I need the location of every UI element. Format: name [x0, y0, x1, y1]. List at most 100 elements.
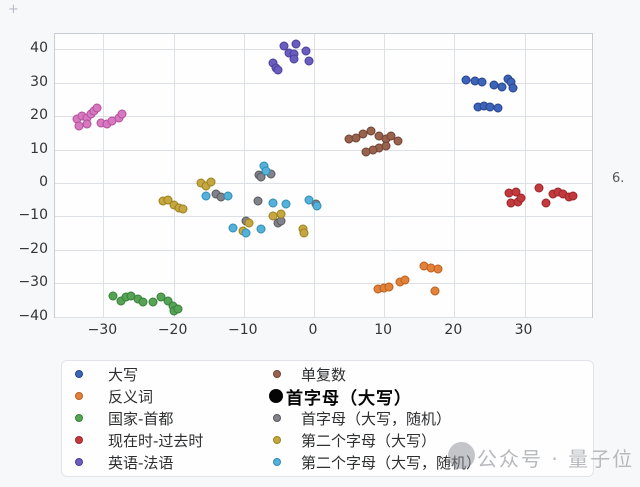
scatter-point-现在时-过去时 — [511, 187, 521, 197]
legend-item-首字母（大写，随机）: 首字母（大写，随机） — [273, 408, 451, 428]
scatter-point-第二个字母（大写） — [206, 177, 216, 187]
legend-label: 首字母（大写，随机） — [301, 409, 452, 428]
legend-box: 大写反义词国家-首都现在时-过去时 英语-法语 单复数首字母（大写） 首字母（大写，随… — [61, 360, 594, 477]
y-gridline — [55, 82, 592, 84]
legend-label: 单复数 — [301, 365, 347, 384]
x-tick-label: 10 — [374, 322, 393, 338]
scatter-point-第二个字母（大写，随机） — [223, 191, 233, 201]
legend-marker-icon — [75, 414, 83, 422]
scatter-point-单复数 — [381, 141, 391, 151]
legend-marker-icon — [273, 436, 281, 444]
legend-label: 大写 — [108, 365, 139, 384]
scatter-point-大写 — [477, 77, 487, 87]
legend-label: 首字母（大写） — [286, 388, 412, 409]
scatter-point-第二个字母（大写） — [244, 218, 254, 228]
scatter-point-国家-首都 — [173, 304, 183, 314]
y-tick-label: −20 — [18, 240, 48, 257]
scatter-point-国家-首都 — [108, 291, 118, 301]
x-gridline — [243, 34, 245, 317]
x-gridline — [103, 34, 105, 317]
legend-item-反义词: 反义词 — [75, 386, 153, 406]
y-tick-label: 30 — [30, 73, 48, 90]
scatter-point-大写 — [493, 103, 503, 113]
scatter-point-第二个字母（大写，随机） — [304, 195, 314, 205]
y-tick-label: 40 — [30, 40, 48, 57]
scatter-point-反义词 — [384, 282, 394, 292]
scatter-point-第二个字母（大写，随机） — [312, 201, 322, 211]
scatter-point-英语-法语 — [304, 56, 314, 66]
scatter-point-英语-法语 — [291, 39, 301, 49]
x-tick-label: −10 — [228, 322, 258, 338]
scatter-point-国家-首都 — [163, 296, 173, 306]
legend-marker-icon — [273, 370, 281, 378]
legend-label: 第二个字母（大写，随机） — [301, 453, 482, 472]
y-tick-label: 0 — [39, 174, 48, 190]
scatter-point-现在时-过去时 — [534, 183, 544, 193]
scatter-point-英语-法语 — [301, 46, 311, 56]
scatter-point-第二个字母（大写） — [299, 228, 309, 238]
y-gridline — [55, 116, 592, 118]
x-gridline — [524, 34, 526, 317]
y-gridline — [55, 183, 592, 184]
x-gridline — [454, 34, 456, 317]
scatter-point-单复数 — [366, 126, 376, 136]
scatter-point-第二个字母（大写，随机） — [256, 224, 266, 234]
scatter-point-英语-法语 — [279, 41, 289, 51]
legend-marker-icon — [273, 414, 281, 422]
legend-item-大写: 大写 — [75, 364, 138, 384]
legend-marker-icon — [75, 436, 83, 444]
scatter-point-第二个字母（大写，随机） — [261, 166, 271, 176]
legend-item-国家-首都: 国家-首都 — [75, 408, 173, 428]
y-tick-label: −40 — [18, 307, 48, 324]
legend-item-单复数: 单复数 — [273, 364, 346, 384]
legend-label: 国家-首都 — [108, 409, 174, 428]
scatter-point-反义词 — [433, 264, 443, 274]
legend-highlight-bullet-icon — [269, 389, 283, 403]
scatter-point-大写 — [497, 82, 507, 92]
scatter-point-首字母（大写） — [82, 119, 92, 129]
y-tick-label: 10 — [30, 140, 48, 157]
y-tick-label: 20 — [30, 107, 48, 124]
y-gridline — [55, 149, 592, 151]
legend-label: 反义词 — [108, 387, 154, 406]
legend-marker-icon — [75, 458, 83, 466]
scatter-point-大写 — [508, 83, 518, 93]
legend-marker-icon — [273, 458, 281, 466]
legend-item-第二个字母（大写）: 第二个字母（大写） — [273, 430, 436, 450]
scatter-point-首字母（大写） — [92, 103, 102, 113]
legend-item-现在时-过去时: 现在时-过去时 — [75, 430, 203, 450]
side-caption-fragment: 6. — [612, 171, 625, 186]
x-tick-label: 30 — [514, 322, 533, 338]
legend-label: 现在时-过去时 — [108, 431, 204, 450]
scatter-point-单复数 — [386, 131, 396, 141]
legend-marker-icon — [75, 392, 83, 400]
y-gridline — [55, 49, 592, 51]
scatter-point-国家-首都 — [138, 297, 148, 307]
scatter-point-英语-法语 — [273, 65, 283, 75]
x-gridline — [173, 34, 175, 317]
scatter-point-现在时-过去时 — [541, 198, 551, 208]
x-gridline — [384, 34, 386, 317]
legend-item-第二个字母（大写，随机）: 第二个字母（大写，随机） — [273, 452, 481, 472]
plot-area — [54, 33, 593, 318]
scatter-point-单复数 — [393, 136, 403, 146]
scatter-point-现在时-过去时 — [516, 193, 526, 203]
x-tick-label: 20 — [444, 322, 463, 338]
legend-marker-icon — [75, 370, 83, 378]
scatter-point-第二个字母（大写，随机） — [228, 223, 238, 233]
scatter-point-反义词 — [430, 286, 440, 296]
scatter-point-现在时-过去时 — [568, 191, 578, 201]
corner-plus-mark: + — [8, 2, 19, 17]
scatter-point-第二个字母（大写） — [163, 195, 173, 205]
scatter-point-第二个字母（大写，随机） — [268, 198, 278, 208]
legend-item-首字母（大写）: 首字母（大写） — [269, 386, 412, 409]
legend-label: 英语-法语 — [108, 453, 174, 472]
scatter-point-第二个字母（大写） — [178, 204, 188, 214]
y-gridline — [55, 216, 592, 218]
scatter-point-第二个字母（大写） — [276, 209, 286, 219]
scatter-point-首字母（大写，随机） — [256, 172, 266, 182]
y-gridline — [55, 283, 592, 285]
x-tick-label: −30 — [87, 322, 118, 338]
legend-label: 第二个字母（大写） — [301, 431, 437, 450]
